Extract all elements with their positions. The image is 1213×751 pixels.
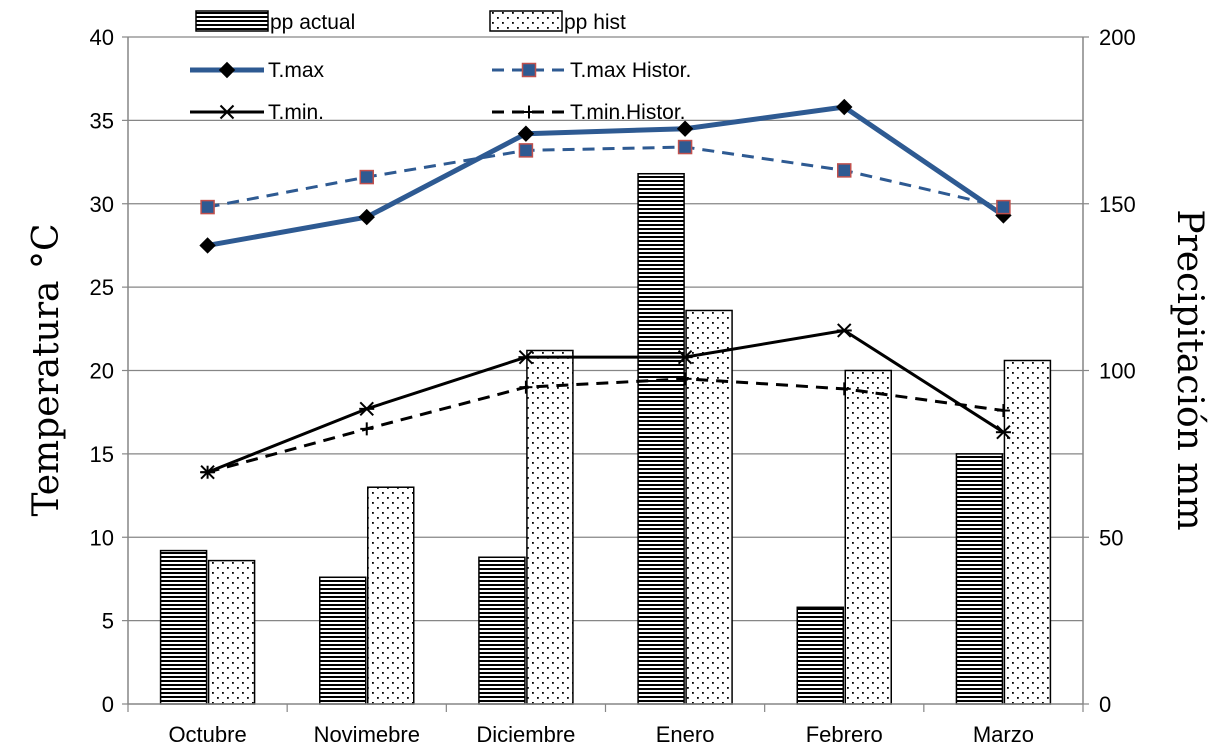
y-tick-label: 30 [90, 192, 114, 217]
bar-series-group [159, 172, 1052, 705]
bar-pp-actual [159, 549, 208, 705]
marker-asterisk [677, 349, 693, 365]
y2-tick-label: 0 [1099, 692, 1111, 717]
legend-item: T.max [190, 59, 325, 82]
line-T-max-Histor- [207, 145, 1004, 209]
y-axis-title: Temperatura °C [26, 224, 67, 517]
x-tick-label: Marzo [973, 722, 1034, 747]
legend-label: T.max Histor. [570, 59, 691, 82]
marker-asterisk [836, 323, 852, 338]
line-series-group [199, 98, 1012, 480]
marker-square [996, 199, 1011, 215]
bar-pp-hist [1003, 359, 1052, 705]
marker-asterisk [219, 104, 235, 120]
legend-item: pp actual [195, 10, 355, 34]
marker-diamond [517, 125, 535, 142]
legend-item: T.min.Histor. [492, 101, 686, 124]
marker-diamond [199, 237, 216, 254]
marker-plus [837, 382, 851, 396]
line-T-min- [207, 328, 1005, 474]
y-tick-label: 5 [102, 609, 114, 634]
y-tick-label: 15 [90, 442, 114, 467]
x-tick-label: Febrero [806, 722, 883, 747]
y-tick-label: 40 [90, 25, 114, 50]
legend-label: pp actual [270, 11, 355, 34]
marker-diamond [676, 120, 694, 137]
marker-asterisk [518, 349, 534, 365]
x-tick-label: Enero [656, 722, 715, 747]
y-tick-label: 0 [102, 692, 114, 717]
legend-swatch [195, 10, 269, 32]
bar-pp-actual [955, 453, 1004, 705]
legend-swatch [489, 10, 563, 32]
y-tick-label: 35 [90, 108, 114, 133]
x-tick-label: Diciembre [476, 722, 575, 747]
axes: 0 5 10 15 20 25 30 35 40 0 50 100 150 200 Octubre Novim… [90, 25, 1136, 747]
x-tick-label: Novimebre [314, 722, 420, 747]
x-tick-label: Octubre [168, 722, 246, 747]
marker-square [200, 199, 215, 215]
legend-item: T.max Histor. [492, 59, 691, 82]
legend-label: T.max [268, 59, 325, 82]
bar-pp-actual [796, 606, 844, 705]
legend-label: T.min.Histor. [570, 101, 686, 124]
bar-pp-actual [319, 576, 367, 705]
bar-pp-hist [526, 349, 574, 705]
legend-item: T.min. [190, 101, 324, 124]
y2-tick-label: 50 [1099, 525, 1123, 550]
bar-pp-actual [637, 172, 685, 705]
y2-tick-label: 100 [1099, 359, 1136, 384]
line-T-min-Histor- [207, 377, 1004, 474]
y2-tick-label: 200 [1099, 25, 1136, 50]
legend-label: T.min. [268, 101, 324, 124]
y2-tick-label: 150 [1099, 192, 1136, 217]
gridlines [128, 36, 1083, 622]
marker-plus [996, 404, 1010, 418]
marker-plus [678, 372, 692, 386]
bar-pp-hist [685, 309, 733, 705]
y-tick-label: 20 [90, 359, 114, 384]
marker-square [521, 62, 537, 78]
marker-diamond [358, 208, 375, 226]
bar-pp-hist [844, 369, 892, 705]
legend-label: pp hist [564, 11, 626, 34]
y-tick-label: 25 [90, 275, 114, 300]
marker-plus [201, 465, 215, 479]
marker-plus [519, 380, 533, 394]
marker-diamond [218, 61, 236, 79]
marker-square [359, 169, 374, 185]
line-T-max [207, 104, 1005, 248]
bar-pp-hist [207, 559, 256, 705]
marker-square [677, 139, 693, 155]
bar-pp-actual [478, 556, 526, 705]
marker-plus [360, 422, 374, 436]
legend: pp actual pp hist T.max T.max Histor. T.min.… [190, 10, 691, 124]
marker-asterisk [359, 401, 375, 417]
legend-item: pp hist [489, 10, 626, 34]
marker-square [837, 163, 852, 178]
marker-asterisk [995, 424, 1011, 440]
marker-plus [522, 105, 536, 119]
y2-axis-title: Precipitación mm [1169, 209, 1210, 530]
marker-square [518, 143, 534, 158]
bar-pp-hist [367, 486, 415, 705]
y-tick-label: 10 [90, 525, 114, 550]
marker-diamond [836, 98, 853, 116]
